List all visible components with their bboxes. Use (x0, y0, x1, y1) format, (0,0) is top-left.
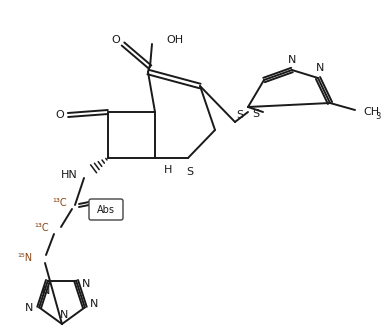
Text: S: S (252, 109, 260, 119)
Text: ¹⁵N: ¹⁵N (17, 253, 32, 263)
Text: N: N (42, 286, 50, 296)
Text: HN: HN (61, 170, 78, 180)
FancyBboxPatch shape (89, 199, 123, 220)
Text: ¹³C: ¹³C (34, 223, 49, 233)
Text: S: S (187, 167, 193, 177)
Text: N: N (288, 55, 296, 65)
Text: CH: CH (363, 107, 379, 117)
Text: N: N (60, 310, 68, 320)
Text: 3: 3 (375, 112, 380, 121)
Text: N: N (82, 279, 90, 289)
Text: N: N (316, 63, 324, 73)
Text: N: N (90, 299, 98, 309)
Text: O: O (56, 110, 64, 120)
Text: H: H (164, 165, 172, 175)
Text: OH: OH (166, 35, 183, 45)
Text: S: S (236, 110, 244, 120)
Text: ¹³C: ¹³C (52, 198, 67, 208)
Text: N: N (25, 303, 33, 313)
Text: Abs: Abs (97, 205, 115, 215)
Text: O: O (111, 35, 120, 45)
